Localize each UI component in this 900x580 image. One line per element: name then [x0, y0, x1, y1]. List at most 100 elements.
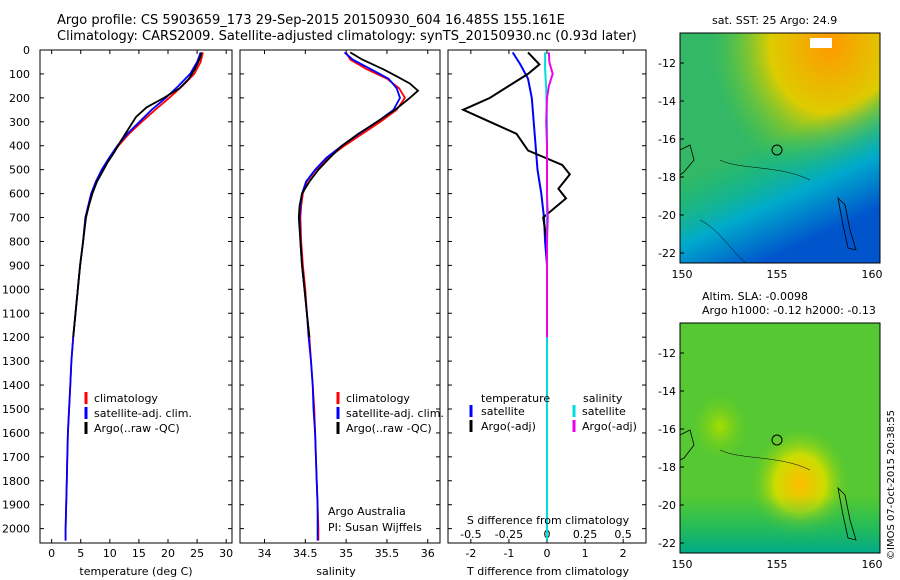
- depth-tick-label: 2000: [2, 523, 30, 536]
- legend-satellite-label: satellite-adj. clim.: [94, 407, 192, 420]
- depth-tick-label: 1100: [2, 307, 30, 320]
- depth-tick-label: 1200: [2, 331, 30, 344]
- series-argo-raw-qc-: [297, 51, 420, 338]
- coastline-icon: [679, 144, 695, 176]
- map-lat-label: -18: [658, 171, 676, 184]
- legend-s-satellite-label: satellite: [582, 405, 626, 418]
- map-lon-label: 150: [672, 558, 693, 571]
- s-difference-label: S difference from climatology: [467, 514, 630, 527]
- depth-tick-label: 200: [9, 92, 30, 105]
- series-satellite-adj-clim-: [298, 51, 401, 541]
- series-argo-raw-qc-: [72, 52, 203, 338]
- legend-t-argo-label: Argo(-adj): [481, 420, 536, 433]
- x-tick-label: 10: [103, 547, 117, 560]
- x-tick-label: 5: [77, 547, 84, 560]
- map-lat-label: -22: [658, 247, 676, 260]
- depth-tick-label: 1800: [2, 475, 30, 488]
- series-climatology: [64, 52, 204, 541]
- s-tick-label: 0.25: [573, 528, 598, 541]
- depth-tick-label: 0: [23, 44, 30, 57]
- difference-series: [460, 51, 572, 541]
- depth-tick-label: 900: [9, 259, 30, 272]
- depth-tick-label: 1300: [2, 355, 30, 368]
- x-tick-label: -1: [503, 547, 514, 560]
- salinity-xlabel: salinity: [316, 565, 356, 578]
- depth-tick-label: 1900: [2, 499, 30, 512]
- map-lat-label: -22: [658, 537, 676, 550]
- map-lon-label: 160: [862, 558, 883, 571]
- x-tick-label: 0: [48, 547, 55, 560]
- map-lat-label: -16: [658, 423, 676, 436]
- map-lat-label: -20: [658, 499, 676, 512]
- argo-position-marker: [771, 144, 783, 156]
- x-tick-label: 25: [190, 547, 204, 560]
- x-tick-label: 1: [582, 547, 589, 560]
- map-lat-label: -18: [658, 461, 676, 474]
- temperature-xlabel: temperature (deg C): [79, 565, 192, 578]
- map-lon-label: 155: [767, 268, 788, 281]
- x-tick-label: 35.5: [375, 547, 400, 560]
- salinity-series: [297, 51, 420, 541]
- depth-tick-label: 600: [9, 188, 30, 201]
- reef-icon: [837, 196, 857, 251]
- depth-tick-label: 1500: [2, 403, 30, 416]
- x-tick-label: 36: [421, 547, 435, 560]
- legend-s-argo-label: Argo(-adj): [582, 420, 637, 433]
- depth-tick-label: 1000: [2, 283, 30, 296]
- depth-tick-label: 500: [9, 164, 30, 177]
- map-lat-label: -20: [658, 209, 676, 222]
- x-tick-label: 15: [132, 547, 146, 560]
- x-tick-label: 0: [544, 547, 551, 560]
- series-s-argo-adj-: [545, 52, 554, 338]
- credit-pi: PI: Susan Wijffels: [328, 521, 422, 534]
- legend-argo-label: Argo(..raw -QC): [94, 422, 180, 435]
- climatology-title: Climatology: CARS2009. Satellite-adjuste…: [57, 29, 637, 44]
- temperature-axis: 0 5 10 15 20 25 30: [48, 50, 233, 560]
- sst-map: [679, 32, 881, 264]
- depth-tick-label: 700: [9, 212, 30, 225]
- depth-tick-label: 800: [9, 235, 30, 248]
- s-tick-label: -0.25: [495, 528, 523, 541]
- sst-map-title: sat. SST: 25 Argo: 24.9: [712, 14, 838, 27]
- series-t-satellite: [511, 51, 548, 541]
- s-tick-label: 0.5: [614, 528, 632, 541]
- argo-position-marker: [771, 434, 783, 446]
- map-lat-label: -16: [658, 133, 676, 146]
- map-lat-label: -12: [658, 347, 676, 360]
- x-tick-label: 34: [257, 547, 271, 560]
- sla-map-subtitle: Argo h1000: -0.12 h2000: -0.13: [702, 304, 876, 317]
- depth-tick-label: 1700: [2, 451, 30, 464]
- x-tick-label: 34.5: [293, 547, 318, 560]
- legend-t-satellite-label: satellite: [481, 405, 525, 418]
- map-lon-label: 160: [862, 268, 883, 281]
- x-tick-label: 20: [161, 547, 175, 560]
- s-tick-label: -0.5: [460, 528, 481, 541]
- depth-tick-label: 100: [9, 68, 30, 81]
- temperature-plot-frame: [39, 49, 233, 544]
- legend-temperature-title: temperature: [481, 392, 550, 405]
- legend-climatology-label: climatology: [346, 392, 410, 405]
- legend-climatology-label: climatology: [94, 392, 158, 405]
- depth-tick-label: 1400: [2, 379, 30, 392]
- depth-tick-label: 1600: [2, 427, 30, 440]
- difference-legend: temperature satellite Argo(-adj) salinit…: [469, 392, 637, 433]
- x-tick-label: -2: [465, 547, 476, 560]
- temperature-legend: climatology satellite-adj. clim. Argo(..…: [84, 392, 192, 435]
- x-tick-label: 2: [620, 547, 627, 560]
- map-lat-label: -14: [658, 95, 676, 108]
- series-satellite-adj-clim-: [64, 52, 202, 541]
- series-t-argo-adj-: [460, 51, 572, 338]
- temperature-series: [64, 52, 204, 541]
- legend-argo-label: Argo(..raw -QC): [346, 422, 432, 435]
- x-tick-label: 30: [219, 547, 233, 560]
- depth-tick-label: 300: [9, 116, 30, 129]
- sla-map-title: Altim. SLA: -0.0098: [702, 290, 809, 303]
- sla-map: [679, 322, 881, 554]
- depth-axis: 0 100 200 300 400 500 600 700 800 900 1000 1100 1200…: [2, 44, 646, 536]
- map-lon-label: 150: [672, 268, 693, 281]
- credit-organisation: Argo Australia: [328, 505, 406, 518]
- legend-salinity-title: salinity: [583, 392, 623, 405]
- t-difference-xlabel: T difference from climatology: [466, 565, 629, 578]
- profile-title: Argo profile: CS 5903659_173 29-Sep-2015…: [57, 13, 565, 28]
